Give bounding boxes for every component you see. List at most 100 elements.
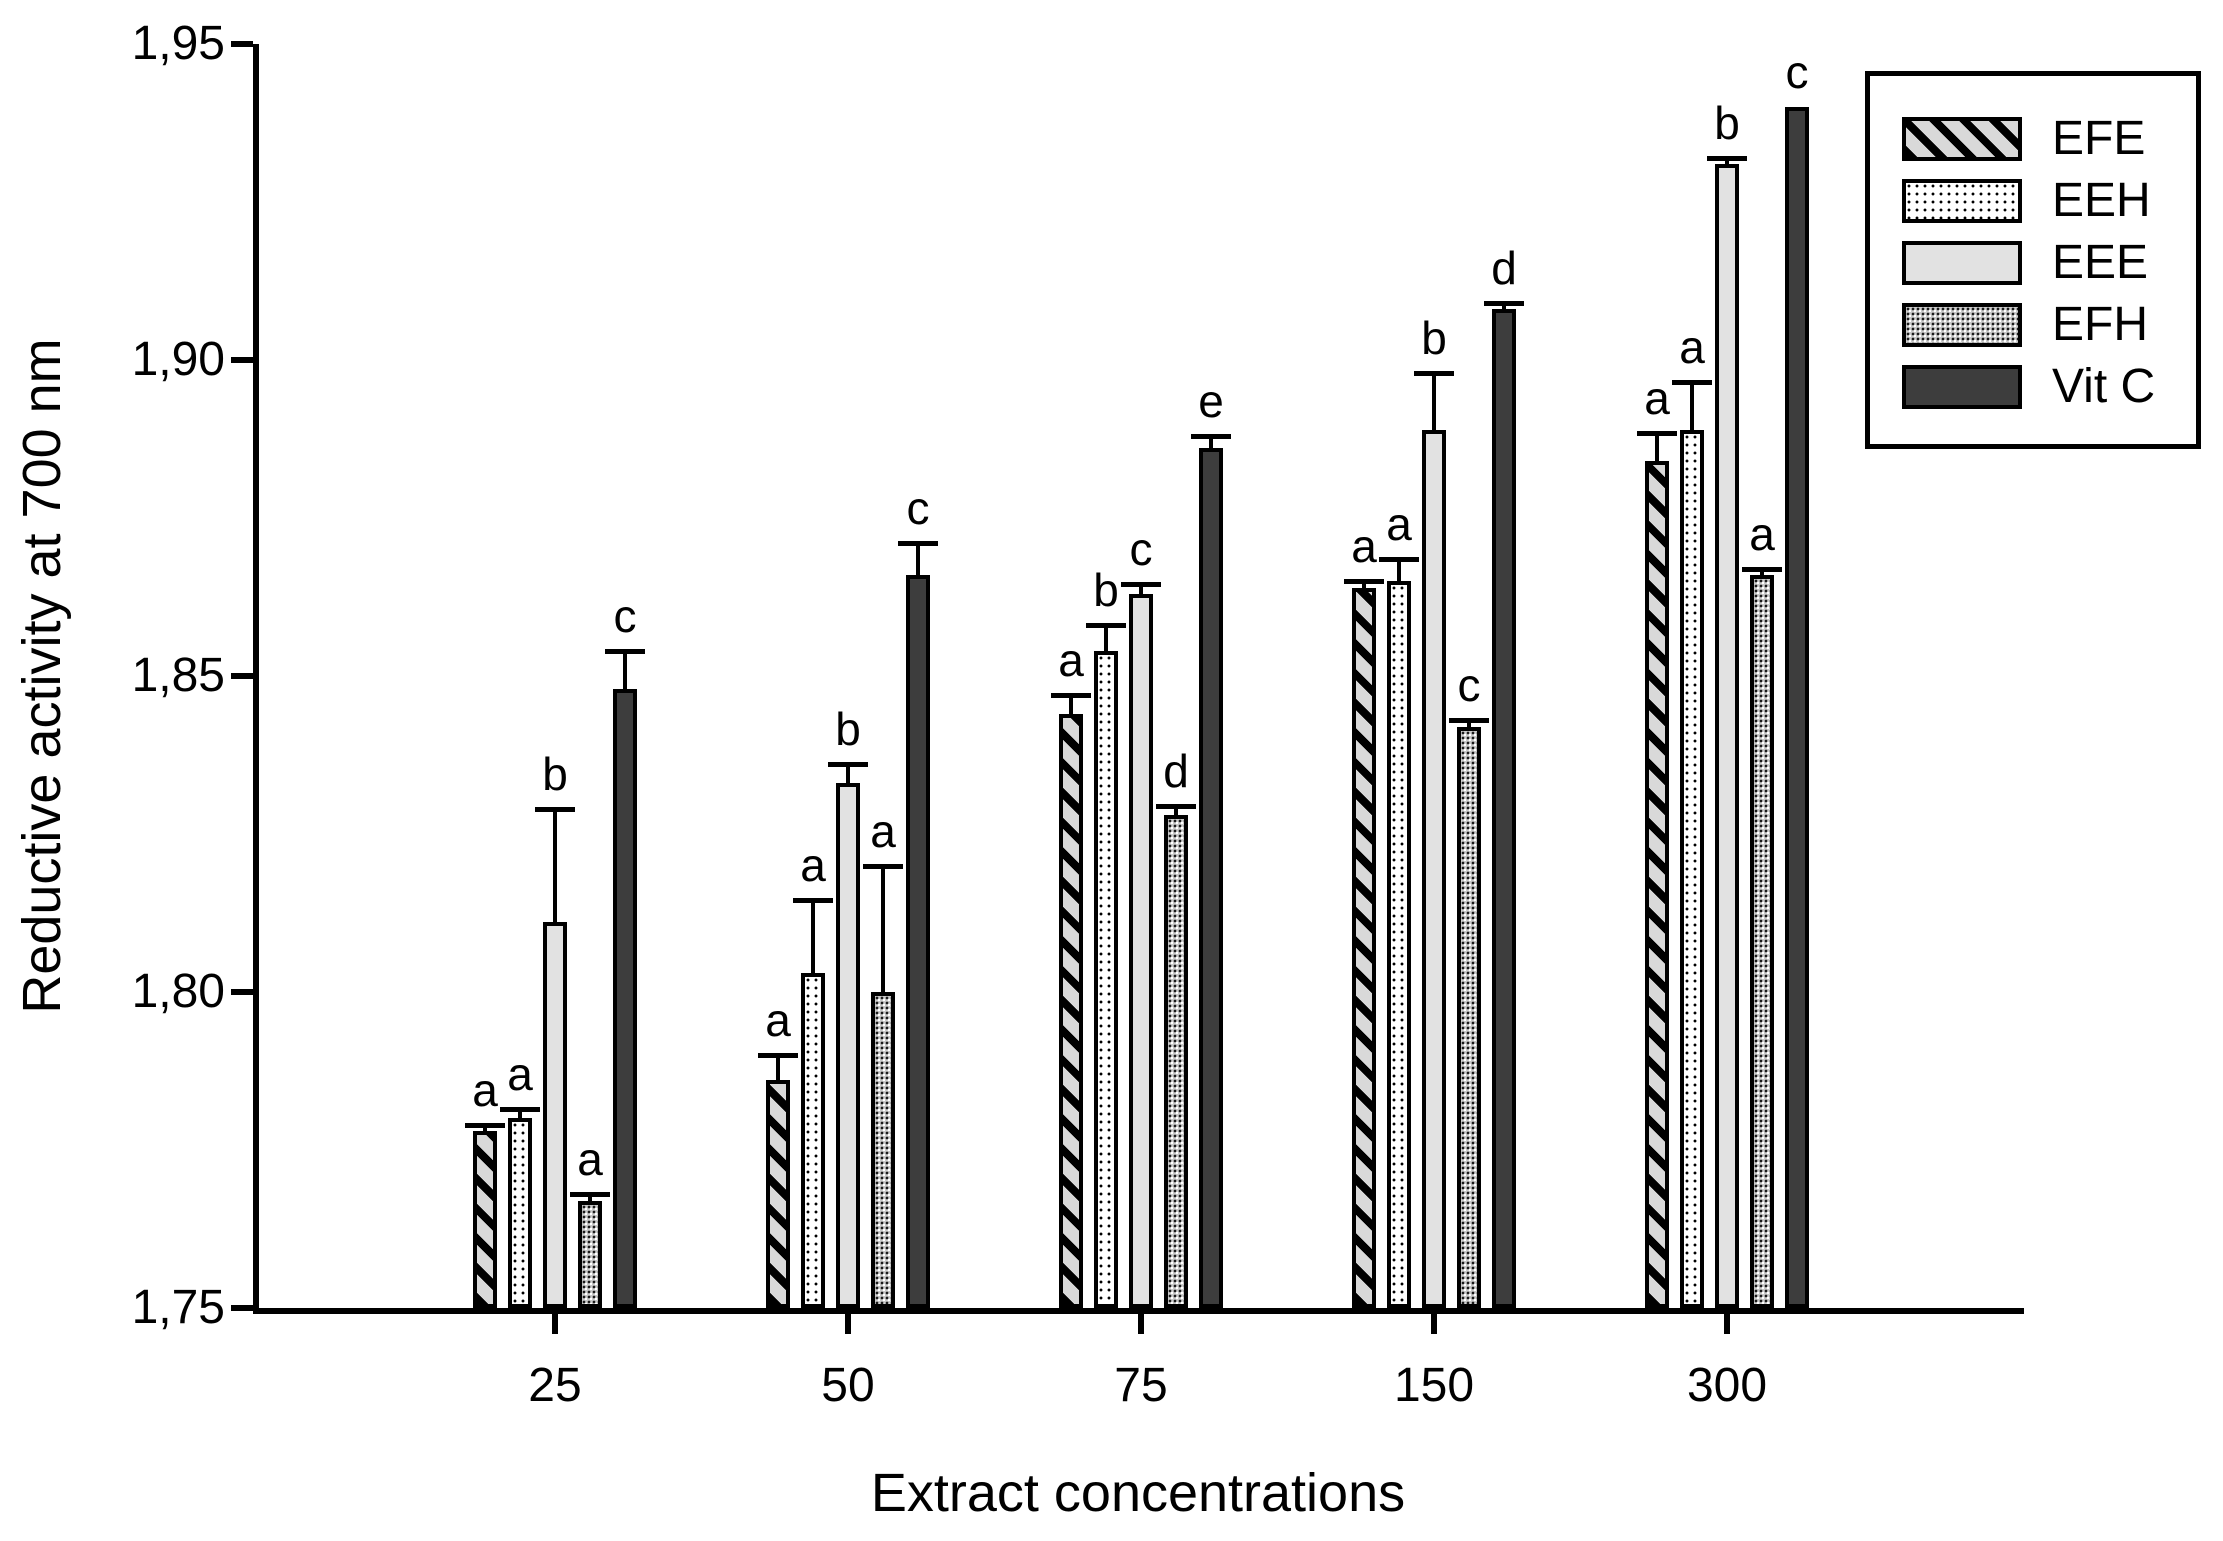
bar-EFH-75	[1164, 815, 1188, 1308]
error-bar-whisker	[1432, 372, 1436, 430]
error-bar-cap	[1191, 433, 1231, 439]
error-bar-whisker	[623, 650, 627, 689]
x-tick	[1724, 1314, 1730, 1334]
bar-EFH-150	[1457, 726, 1481, 1308]
bar-EEH-75	[1094, 650, 1118, 1308]
legend-item-EFH: EFH	[1902, 298, 2148, 351]
legend-item-VitC: Vit C	[1902, 363, 2155, 411]
error-bar-cap	[1637, 430, 1677, 436]
error-bar-whisker	[1655, 432, 1659, 462]
error-bar-cap	[500, 1106, 540, 1112]
significance-letter: a	[1058, 633, 1084, 686]
y-tick	[231, 673, 253, 679]
error-bar-whisker	[1139, 584, 1143, 594]
bar-EFH-300	[1750, 574, 1774, 1308]
error-bar-cap	[1449, 718, 1489, 724]
error-bar-cap	[570, 1192, 610, 1198]
error-bar-whisker	[1725, 157, 1729, 165]
error-bar-cap	[535, 806, 575, 812]
error-bar-whisker	[1690, 382, 1694, 430]
legend-swatch-coarse-stipple	[1902, 303, 2022, 347]
error-bar-cap	[863, 863, 903, 869]
legend-label: EFE	[2052, 112, 2146, 165]
legend-swatch-solid-light-gray	[1902, 241, 2022, 285]
significance-letter: a	[765, 994, 791, 1047]
error-bar-whisker	[588, 1194, 592, 1201]
error-bar-cap	[1742, 566, 1782, 572]
x-tick-label: 25	[528, 1359, 582, 1412]
bar-EEE-75	[1129, 593, 1153, 1308]
significance-letter: d	[1163, 744, 1189, 797]
y-tick-label: 1,75	[131, 1281, 225, 1334]
significance-letter: a	[1386, 498, 1412, 551]
legend-swatch-solid-dark-gray	[1902, 365, 2022, 409]
bar-EEH-150	[1387, 581, 1411, 1308]
bar-EFE-150	[1352, 587, 1376, 1308]
significance-letter: c	[613, 589, 637, 642]
significance-letter: a	[1679, 321, 1705, 374]
error-bar-whisker	[483, 1124, 487, 1132]
error-bar-whisker	[776, 1055, 780, 1081]
error-bar-cap	[1121, 582, 1161, 588]
significance-letter: d	[1491, 242, 1517, 295]
error-bar-cap	[1484, 301, 1524, 307]
error-bar-cap	[605, 648, 645, 654]
legend-swatch-fine-dots	[1902, 179, 2022, 223]
y-tick-label: 1,80	[131, 965, 225, 1018]
bar-VitC-75	[1199, 448, 1223, 1308]
bar-EFE-300	[1645, 461, 1669, 1308]
legend-label: EEE	[2052, 236, 2149, 289]
y-tick	[231, 1305, 253, 1311]
error-bar-cap	[1379, 557, 1419, 563]
error-bar-whisker	[518, 1108, 522, 1119]
error-bar-whisker	[1397, 559, 1401, 582]
x-tick-label: 75	[1114, 1359, 1168, 1412]
significance-letter: b	[542, 747, 568, 800]
error-bar-cap	[758, 1053, 798, 1059]
y-tick-label: 1,95	[131, 17, 225, 70]
bar-EEE-150	[1422, 429, 1446, 1308]
significance-letter: a	[577, 1133, 603, 1186]
bar-VitC-150	[1492, 309, 1516, 1308]
significance-letter: b	[1093, 564, 1119, 617]
error-bar-whisker	[916, 543, 920, 575]
bar-VitC-25	[613, 688, 637, 1308]
significance-letter: c	[906, 482, 930, 535]
x-axis-title: Extract concentrations	[870, 1463, 1406, 1523]
error-bar-cap	[898, 541, 938, 547]
error-bar-cap	[1707, 155, 1747, 161]
error-bar-whisker	[846, 764, 850, 784]
bar-EFE-50	[766, 1080, 790, 1308]
x-tick-label: 150	[1393, 1359, 1475, 1412]
y-tick	[231, 357, 253, 363]
error-bar-whisker	[553, 808, 557, 923]
error-bar-cap	[1344, 579, 1384, 585]
error-bar-cap	[1086, 623, 1126, 629]
bar-VitC-300	[1785, 107, 1809, 1308]
y-tick	[231, 41, 253, 47]
significance-letter: b	[835, 703, 861, 756]
legend-item-EEH: EEH	[1902, 174, 2151, 227]
x-tick	[552, 1314, 558, 1334]
bar-EFE-75	[1059, 713, 1083, 1308]
legend-label: EFH	[2052, 298, 2148, 351]
significance-letter: a	[800, 839, 826, 892]
significance-letter: b	[1421, 311, 1447, 364]
x-tick-label: 300	[1686, 1359, 1768, 1412]
error-bar-whisker	[811, 900, 815, 974]
legend-label: EEH	[2052, 174, 2151, 227]
error-bar-whisker	[1104, 625, 1108, 651]
error-bar-whisker	[1174, 805, 1178, 816]
error-bar-cap	[793, 898, 833, 904]
y-tick	[231, 989, 253, 995]
bar-EFH-25	[578, 1200, 602, 1308]
error-bar-whisker	[1069, 694, 1073, 714]
error-bar-whisker	[1760, 568, 1764, 575]
significance-letter: e	[1198, 374, 1224, 427]
error-bar-whisker	[1362, 581, 1366, 588]
significance-letter: a	[507, 1047, 533, 1100]
bar-VitC-50	[906, 574, 930, 1308]
x-tick	[1431, 1314, 1437, 1334]
y-tick-label: 1,85	[131, 649, 225, 702]
